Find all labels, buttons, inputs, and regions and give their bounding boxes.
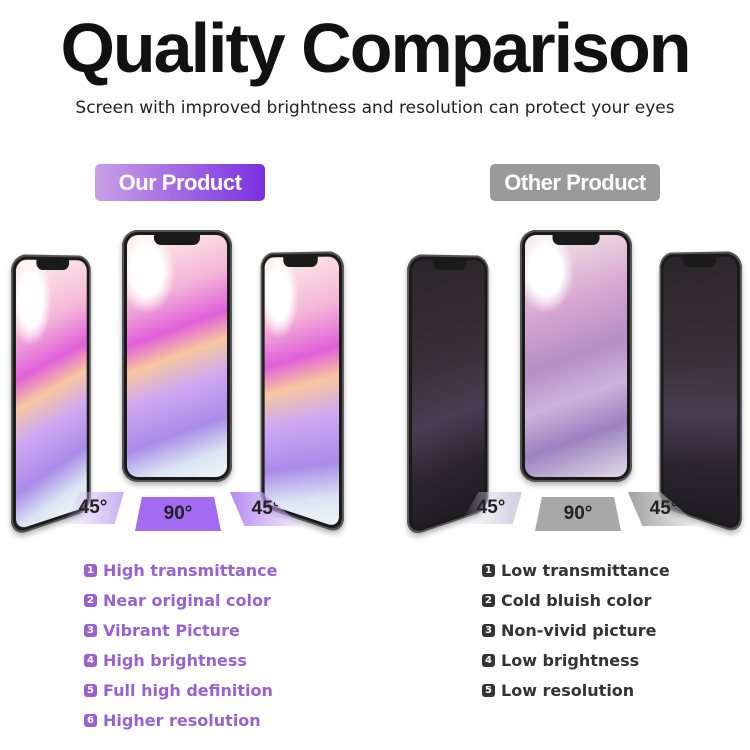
number-badge: 3 bbox=[84, 623, 97, 637]
page-subtitle: Screen with improved brightness and reso… bbox=[75, 98, 675, 118]
number-badge: 1 bbox=[84, 563, 97, 577]
phone-screen bbox=[264, 256, 340, 528]
page-title: Quality Comparison bbox=[60, 9, 691, 87]
phone-center-90 bbox=[122, 230, 232, 482]
number-badge: 4 bbox=[84, 653, 97, 667]
feature-item: 2 Near original color bbox=[84, 585, 278, 615]
phone-screen bbox=[663, 256, 738, 528]
phone-screen bbox=[411, 259, 485, 531]
feature-item: 6 Higher resolution bbox=[84, 705, 278, 735]
feature-item: 5 Low resolution bbox=[482, 675, 670, 705]
phone-left-45 bbox=[407, 254, 489, 538]
phone-right-45 bbox=[659, 251, 742, 535]
feature-item: 5 Full high definition bbox=[84, 675, 278, 705]
phone-screen bbox=[127, 235, 227, 477]
phone-screen bbox=[15, 259, 87, 531]
feature-item: 3 Non-vivid picture bbox=[482, 615, 670, 645]
number-badge: 5 bbox=[84, 683, 97, 697]
feature-item: 1 Low transmittance bbox=[482, 555, 670, 585]
phone-center-90 bbox=[520, 230, 632, 482]
number-badge: 3 bbox=[482, 623, 495, 637]
feature-item: 4 Low brightness bbox=[482, 645, 670, 675]
number-badge: 5 bbox=[482, 683, 495, 697]
feature-item: 1 High transmittance bbox=[84, 555, 278, 585]
angle-label: 90° bbox=[535, 497, 621, 531]
our-features-list: 1 High transmittance 2 Near original color… bbox=[84, 555, 278, 735]
number-badge: 2 bbox=[482, 593, 495, 607]
phone-left-45 bbox=[11, 254, 91, 538]
number-badge: 1 bbox=[482, 563, 495, 577]
our-product-badge: Our Product bbox=[95, 164, 265, 201]
angle-label: 45° bbox=[62, 492, 124, 524]
feature-item: 3 Vibrant Picture bbox=[84, 615, 278, 645]
angle-label: 90° bbox=[135, 497, 221, 531]
feature-item: 2 Cold bluish color bbox=[482, 585, 670, 615]
feature-item: 4 High brightness bbox=[84, 645, 278, 675]
number-badge: 6 bbox=[84, 713, 97, 727]
number-badge: 4 bbox=[482, 653, 495, 667]
angle-label: 45° bbox=[460, 492, 522, 524]
other-product-badge: Other Product bbox=[490, 164, 660, 201]
number-badge: 2 bbox=[84, 593, 97, 607]
phone-right-45 bbox=[260, 251, 344, 535]
phone-screen bbox=[525, 235, 627, 477]
